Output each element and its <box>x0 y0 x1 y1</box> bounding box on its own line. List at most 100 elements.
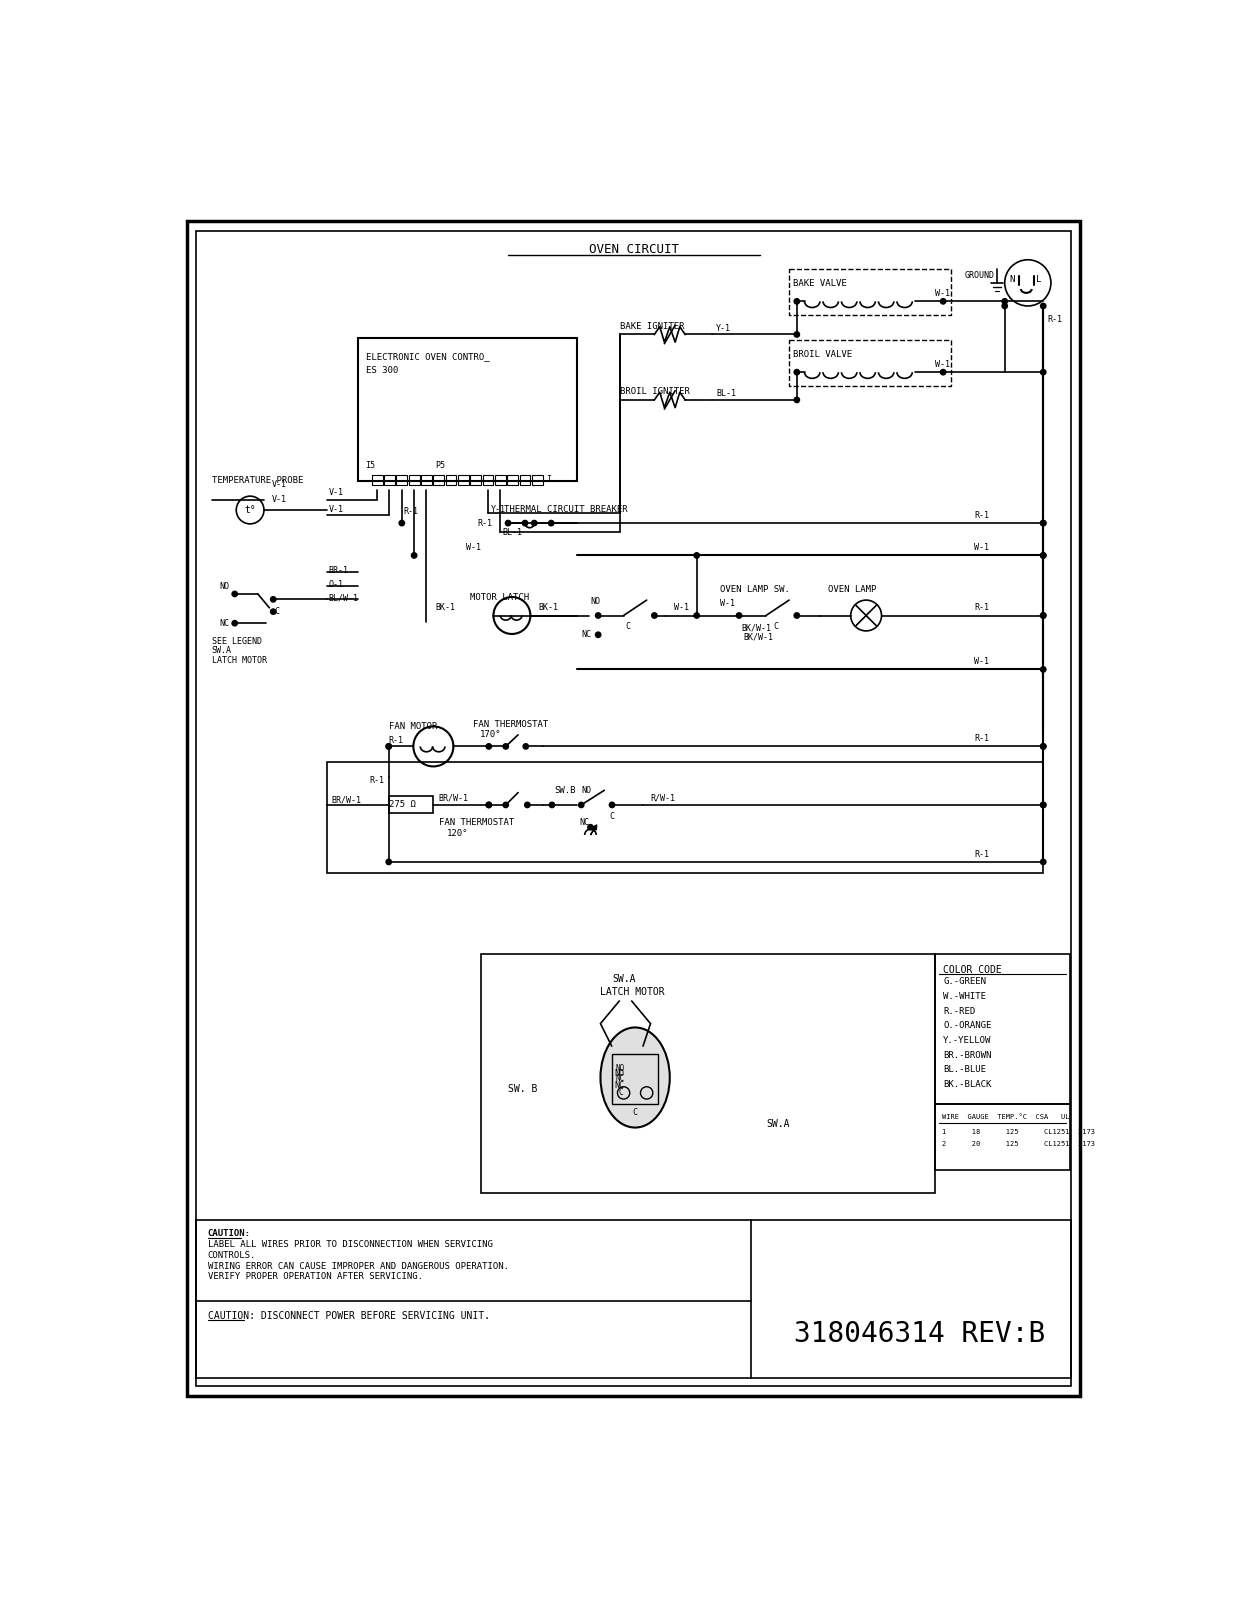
Text: R-1: R-1 <box>974 603 988 613</box>
Circle shape <box>1002 299 1007 304</box>
Text: BK-1: BK-1 <box>435 603 455 613</box>
Text: I: I <box>546 475 550 485</box>
Text: BL/W-1: BL/W-1 <box>329 594 359 602</box>
Text: MOTOR LATCH: MOTOR LATCH <box>470 592 528 602</box>
Text: C: C <box>275 606 280 616</box>
Circle shape <box>694 613 699 618</box>
Text: t°: t° <box>244 506 256 515</box>
Text: NC: NC <box>616 1074 625 1083</box>
Circle shape <box>652 613 657 618</box>
Text: SW.A: SW.A <box>212 646 231 656</box>
Bar <box>789 339 951 386</box>
Text: V-1: V-1 <box>272 480 287 490</box>
Circle shape <box>595 613 601 618</box>
Text: W-1: W-1 <box>974 544 988 552</box>
Text: R-1: R-1 <box>388 736 403 744</box>
Text: ES 300: ES 300 <box>366 366 398 374</box>
Text: SW.A: SW.A <box>766 1118 789 1128</box>
Text: BAKE IGNITER: BAKE IGNITER <box>620 322 684 331</box>
Text: FAN THERMOSTAT: FAN THERMOSTAT <box>439 818 515 827</box>
Text: Y-1: Y-1 <box>716 323 731 333</box>
Text: BL-1: BL-1 <box>716 389 736 398</box>
Bar <box>388 797 433 813</box>
Circle shape <box>794 299 799 304</box>
Text: 318046314 REV:B: 318046314 REV:B <box>794 1320 1045 1347</box>
Circle shape <box>412 552 417 558</box>
Circle shape <box>523 744 528 749</box>
Bar <box>327 762 1043 874</box>
Text: W-1: W-1 <box>935 360 950 370</box>
Circle shape <box>694 552 699 558</box>
Bar <box>520 475 531 485</box>
Circle shape <box>940 299 946 304</box>
Bar <box>612 1054 658 1104</box>
Circle shape <box>386 744 391 749</box>
Text: ELECTRONIC OVEN CONTRO_: ELECTRONIC OVEN CONTRO_ <box>366 352 490 362</box>
Circle shape <box>386 744 391 749</box>
Text: W-1: W-1 <box>935 290 950 298</box>
Circle shape <box>794 331 799 338</box>
Text: W-1: W-1 <box>974 658 988 666</box>
Circle shape <box>233 592 238 597</box>
Bar <box>482 475 494 485</box>
Circle shape <box>1040 802 1047 808</box>
Text: R-1: R-1 <box>403 507 418 517</box>
Text: FAN THERMOSTAT: FAN THERMOSTAT <box>474 720 549 730</box>
Text: R-1: R-1 <box>974 734 988 742</box>
Text: R/W-1: R/W-1 <box>651 794 675 803</box>
Text: COLOR CODE: COLOR CODE <box>943 965 1002 974</box>
Circle shape <box>486 744 491 749</box>
Text: C: C <box>773 622 778 630</box>
Circle shape <box>1040 520 1047 526</box>
Circle shape <box>486 802 491 808</box>
Text: NO: NO <box>581 786 591 795</box>
Circle shape <box>271 610 276 614</box>
Text: WIRING ERROR CAN CAUSE IMPROPER AND DANGEROUS OPERATION.: WIRING ERROR CAN CAUSE IMPROPER AND DANG… <box>208 1261 508 1270</box>
FancyArrow shape <box>590 826 596 835</box>
Text: 170°: 170° <box>480 731 501 739</box>
Text: NO: NO <box>615 1069 625 1078</box>
Text: R.-RED: R.-RED <box>943 1006 975 1016</box>
Text: 120°: 120° <box>447 829 468 838</box>
Text: R-1: R-1 <box>370 776 385 784</box>
Text: 2      20      125      CL1251  3173: 2 20 125 CL1251 3173 <box>941 1141 1095 1147</box>
Text: BR-1: BR-1 <box>329 566 349 576</box>
Text: OVEN LAMP SW.: OVEN LAMP SW. <box>720 586 789 594</box>
Text: GROUND: GROUND <box>965 270 995 280</box>
Text: VERIFY PROPER OPERATION AFTER SERVICING.: VERIFY PROPER OPERATION AFTER SERVICING. <box>208 1272 423 1282</box>
Text: W-1: W-1 <box>465 544 481 552</box>
Bar <box>458 475 469 485</box>
Circle shape <box>794 370 799 374</box>
Bar <box>789 269 951 315</box>
Text: G.-GREEN: G.-GREEN <box>943 978 986 986</box>
Circle shape <box>503 802 508 808</box>
Circle shape <box>1040 667 1047 672</box>
Text: NO: NO <box>616 1064 625 1072</box>
Text: C: C <box>632 1109 637 1117</box>
Text: NC: NC <box>615 1080 625 1090</box>
Bar <box>481 954 935 1194</box>
Circle shape <box>1040 744 1047 749</box>
Bar <box>408 475 419 485</box>
Circle shape <box>503 744 508 749</box>
Text: R-1: R-1 <box>974 510 988 520</box>
Bar <box>935 954 1070 1104</box>
Circle shape <box>1002 304 1007 309</box>
Text: THERMAL CIRCUIT BREAKER: THERMAL CIRCUIT BREAKER <box>505 506 628 514</box>
Ellipse shape <box>600 1027 669 1128</box>
Circle shape <box>940 370 946 374</box>
Bar <box>507 475 518 485</box>
Text: V-1: V-1 <box>329 488 344 496</box>
Bar <box>372 475 382 485</box>
Circle shape <box>1040 304 1047 309</box>
Text: W-1: W-1 <box>674 603 689 613</box>
Text: SEE LEGEND: SEE LEGEND <box>212 637 261 646</box>
Text: C: C <box>625 622 630 630</box>
Circle shape <box>506 520 511 526</box>
Circle shape <box>588 824 594 830</box>
Text: BR/W-1: BR/W-1 <box>439 794 469 803</box>
Text: 1      18      125      CL1251  3173: 1 18 125 CL1251 3173 <box>941 1130 1095 1134</box>
Bar <box>197 1219 1071 1378</box>
Bar <box>433 475 444 485</box>
Text: BR.-BROWN: BR.-BROWN <box>943 1051 992 1059</box>
